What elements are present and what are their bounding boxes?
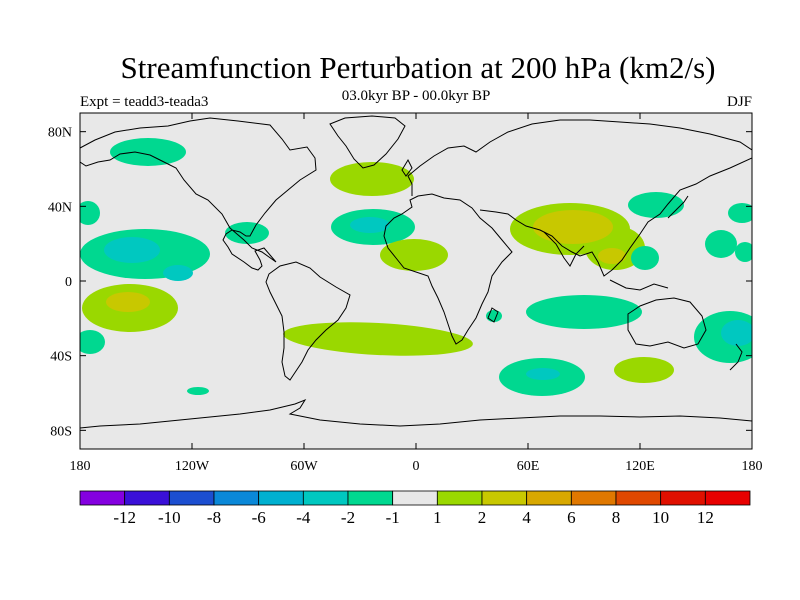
colorbar-label: -6 xyxy=(252,508,266,527)
colorbar-swatch xyxy=(168,490,215,506)
coastline-india xyxy=(543,231,585,267)
colorbar: -12 -10 -8 -6 -4 -2 -1 1 2 4 6 8 10 12 xyxy=(79,490,751,527)
coastline-uk xyxy=(401,158,413,177)
colorbar-swatch xyxy=(570,490,617,506)
anomaly-gulf xyxy=(225,222,269,244)
colorbar-label: 2 xyxy=(478,508,487,527)
anomaly-shading xyxy=(80,115,752,429)
anomaly-alaska xyxy=(110,138,186,166)
lon-tick-label: 0 xyxy=(413,459,420,474)
coastline-north-america xyxy=(80,117,317,271)
period-label: 03.0kyr BP - 00.0kyr BP xyxy=(341,88,491,104)
anomaly-satl xyxy=(283,322,473,356)
colorbar-label: 8 xyxy=(612,508,621,527)
map-background xyxy=(80,113,752,449)
colorbar-swatch xyxy=(392,490,438,506)
lat-tick-label: 40S xyxy=(50,350,72,365)
axis-ticks: 80N 40N 0 40S 80S 180 120W 60W 0 60E 120E 180 xyxy=(48,113,763,474)
coastline-indonesia xyxy=(609,279,669,291)
anomaly-npac-east-2 xyxy=(735,242,752,262)
coastline-antarctica xyxy=(80,398,752,429)
colorbar-label: 1 xyxy=(433,508,442,527)
anomaly-japan xyxy=(628,192,684,218)
anomaly-cpac-north-3 xyxy=(163,265,193,281)
colorbar-label: 10 xyxy=(652,508,669,527)
anomaly-natl-sub-2 xyxy=(350,217,390,233)
colorbar-label: -1 xyxy=(386,508,400,527)
anomaly-indian-ocean xyxy=(526,295,642,329)
coastline-madagascar xyxy=(487,307,499,323)
colorbar-swatch xyxy=(660,490,706,506)
coastline-australia xyxy=(627,297,707,349)
anomaly-natl-north xyxy=(330,162,414,196)
colorbar-swatch xyxy=(79,490,126,506)
lat-tick-label: 80S xyxy=(50,424,72,439)
plot-title: Streamfunction Perturbation at 200 hPa (… xyxy=(120,50,716,85)
lat-tick-label: 0 xyxy=(65,275,72,290)
colorbar-swatch xyxy=(347,490,394,506)
colorbar-swatch xyxy=(302,490,349,506)
colorbar-label: -2 xyxy=(341,508,355,527)
season-label: DJF xyxy=(726,94,752,110)
lon-tick-label: 180 xyxy=(70,459,91,474)
anomaly-wpac xyxy=(705,230,737,258)
anomaly-so-pac xyxy=(187,387,209,395)
lon-tick-label: 60E xyxy=(517,459,540,474)
anomaly-spac-2 xyxy=(106,292,150,312)
lon-tick-label: 120W xyxy=(175,459,210,474)
colorbar-swatch xyxy=(436,490,483,506)
coastline-greenland xyxy=(329,115,406,169)
experiment-label: Expt = teadd3-teada3 xyxy=(80,94,209,110)
lon-tick-label: 60W xyxy=(290,459,318,474)
colorbar-swatch xyxy=(481,490,528,506)
lat-tick-label: 40N xyxy=(48,200,72,215)
colorbar-swatch xyxy=(124,490,170,506)
anomaly-cpac-north-2 xyxy=(104,237,160,263)
colorbar-swatch xyxy=(258,490,304,506)
coastline-africa-europe xyxy=(383,193,513,345)
anomaly-tasman-2 xyxy=(721,320,752,346)
anomaly-indochina xyxy=(598,248,626,264)
colorbar-swatch xyxy=(615,490,662,506)
anomaly-npac-west-1 xyxy=(80,201,100,225)
anomaly-west-africa xyxy=(380,239,448,271)
anomaly-spac-west xyxy=(80,330,105,354)
anomaly-npac-east-1 xyxy=(728,203,752,223)
colorbar-swatch xyxy=(704,490,751,506)
anomaly-aus-south xyxy=(614,357,674,383)
coastline-new-zealand xyxy=(729,343,743,371)
coastline-japan xyxy=(667,195,689,219)
colorbar-swatch xyxy=(213,490,260,506)
colorbar-swatch xyxy=(526,490,572,506)
lat-tick-label: 80N xyxy=(48,126,72,141)
anomaly-south-indian-2 xyxy=(526,368,560,380)
anomaly-asia-3 xyxy=(533,210,613,244)
colorbar-label: -4 xyxy=(296,508,311,527)
colorbar-label: 6 xyxy=(567,508,576,527)
coastlines xyxy=(80,115,752,429)
colorbar-label: -10 xyxy=(158,508,181,527)
colorbar-label: 4 xyxy=(522,508,531,527)
anomaly-philippines xyxy=(631,246,659,270)
colorbar-label: -8 xyxy=(207,508,221,527)
coastline-south-america xyxy=(265,261,351,381)
lon-tick-label: 120E xyxy=(625,459,655,474)
lon-tick-label: 180 xyxy=(742,459,763,474)
colorbar-label: -12 xyxy=(113,508,136,527)
colorbar-label: 12 xyxy=(697,508,714,527)
coastline-eurasia xyxy=(407,119,752,277)
